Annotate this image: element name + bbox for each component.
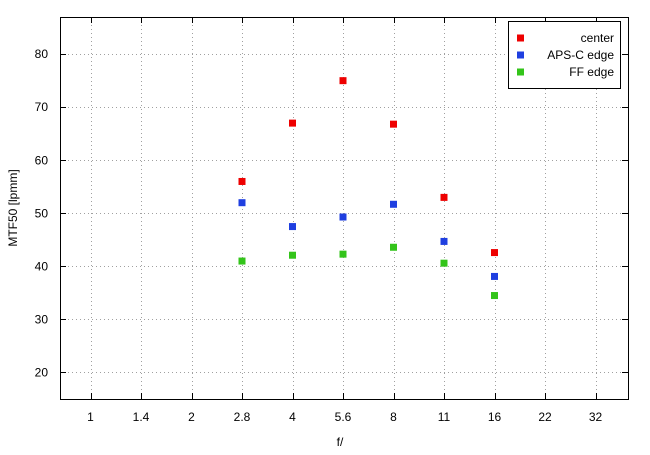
x-tick-label: 11 [438,410,451,424]
data-point-center [390,120,397,128]
x-tick-label: 16 [488,410,502,424]
x-tick-labels: 1 1.4 2 2.8 4 5.6 8 11 16 22 32 [87,410,602,424]
data-point-center [289,119,296,127]
y-tick-label: 50 [35,206,49,220]
y-tick-label: 60 [35,153,49,167]
x-tick-label: 2 [188,410,195,424]
data-point-aps-c-edge [440,237,448,245]
data-point-center [339,77,347,85]
data-point-aps-c-edge [289,223,296,231]
x-tick-label: 8 [390,410,397,424]
data-point-ff-edge [339,250,347,258]
data-point-aps-c-edge [238,199,246,207]
data-point-center [440,193,448,201]
data-points [238,77,498,300]
legend-box [508,21,621,89]
x-tick-label: 2.8 [234,410,251,424]
y-axis-title: MTF50 [lpmm] [6,169,20,246]
x-axis-title: f/ [337,435,344,449]
legend-label: APS-C edge [547,48,614,62]
legend-label: center [581,31,614,45]
data-point-center [238,177,246,185]
data-point-aps-c-edge [339,213,347,221]
data-point-ff-edge [491,292,498,300]
legend-swatch [517,68,524,76]
y-tick-labels: 20 30 40 50 60 70 80 [35,47,49,379]
data-point-aps-c-edge [491,272,498,280]
legend-label: FF edge [569,65,614,79]
axis-ticks [60,17,628,399]
x-tick-label: 1 [87,410,94,424]
x-tick-label: 4 [289,410,296,424]
legend: center APS-C edge FF edge [508,21,621,89]
data-point-aps-c-edge [390,200,397,208]
x-tick-label: 1.4 [133,410,150,424]
grid [60,17,628,399]
x-tick-label: 32 [589,410,603,424]
data-point-ff-edge [289,251,296,259]
y-tick-label: 30 [35,312,49,326]
legend-swatch [517,51,524,59]
legend-swatch [517,34,524,42]
y-tick-label: 70 [35,100,49,114]
y-tick-label: 40 [35,259,49,273]
y-tick-label: 20 [35,365,49,379]
data-point-ff-edge [390,243,397,251]
data-point-ff-edge [440,259,448,267]
plot-frame [60,17,629,400]
x-tick-label: 5.6 [335,410,352,424]
x-tick-label: 22 [538,410,552,424]
data-point-ff-edge [238,257,246,265]
data-point-center [491,249,498,257]
y-tick-label: 80 [35,47,49,61]
